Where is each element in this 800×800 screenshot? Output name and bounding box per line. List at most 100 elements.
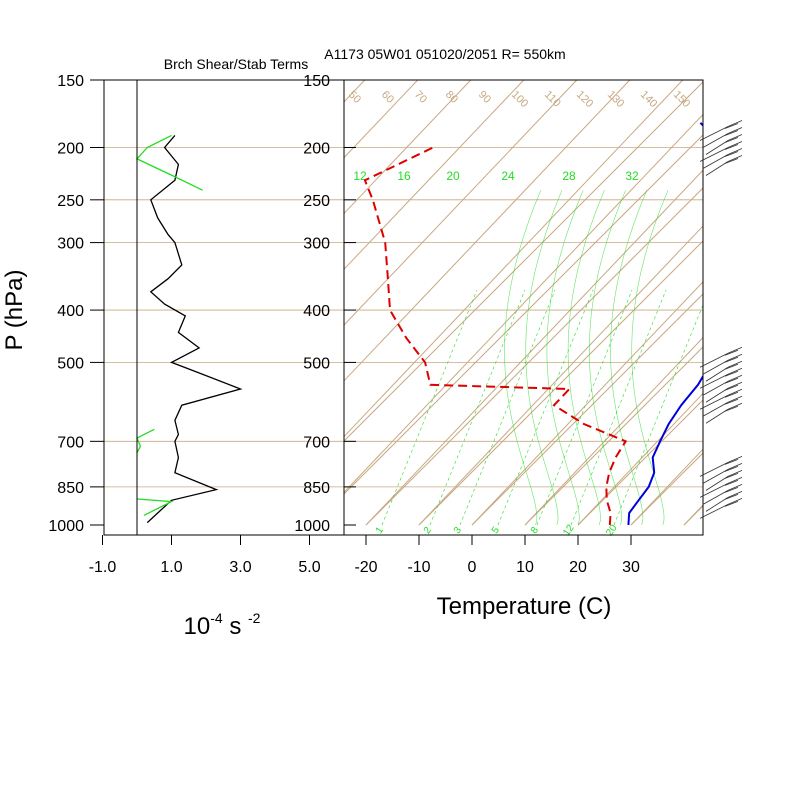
isotherm-line [344, 80, 578, 326]
wind-barb-flag [724, 466, 739, 472]
wind-barb-flag [727, 141, 743, 148]
wind-barb-staff [702, 359, 729, 375]
pressure-tick-label: 700 [303, 434, 330, 451]
moist-adiabat-line [567, 190, 605, 526]
wind-barb-flag [727, 381, 743, 389]
wind-barb-flag [727, 484, 743, 491]
wind-barb-flag [724, 356, 739, 363]
wind-barb-staff [699, 373, 729, 389]
wind-barb-flag [727, 498, 743, 505]
moist-adiabat-line [504, 190, 542, 526]
wind-barb [702, 374, 743, 396]
left-panel-title: Brch Shear/Stab Terms [164, 56, 308, 72]
wind-barb-flag [724, 487, 739, 493]
pressure-tick-label: 150 [57, 73, 84, 90]
dry-adiabat-label: 110 [542, 89, 563, 110]
dry-adiabat-line [365, 187, 703, 526]
isotherm-line [344, 80, 525, 270]
dry-adiabat-line [344, 81, 703, 442]
pressure-tick-label: 500 [303, 355, 330, 372]
wind-barb [705, 360, 743, 382]
dry-adiabat-label: 90 [476, 89, 493, 106]
right-panel-title: A1173 05W01 051020/2051 R= 550km [324, 46, 565, 62]
wind-barb-flag [724, 130, 739, 136]
temperature-tick-label: -20 [354, 559, 377, 576]
wind-barb [699, 367, 743, 389]
wind-barb [705, 381, 743, 403]
isobar-grid [104, 147, 703, 488]
isotherm-line [0, 80, 312, 525]
temperature-axis-label: Temperature (C) [437, 593, 612, 620]
dry-adiabat-line [630, 452, 703, 526]
mixing-ratio-label: 8 [529, 525, 541, 536]
pressure-tick-label: 400 [57, 303, 84, 320]
wind-barb-staff [702, 154, 729, 169]
pressure-tick-label: 200 [57, 140, 84, 157]
left-x-tick-label: 3.0 [229, 559, 251, 576]
wind-barb [699, 120, 743, 141]
mixing-ratio-line [497, 289, 594, 526]
wind-barb-flag [727, 127, 743, 134]
moist-adiabat-label: 28 [562, 169, 576, 183]
moist-adiabat-line [631, 190, 669, 526]
wind-barb [699, 477, 743, 498]
mixing-ratio-label: 12 [561, 522, 577, 538]
wind-barb-flag [727, 367, 743, 375]
wind-barb-flag [727, 148, 743, 155]
temperature-tick-label: 0 [468, 559, 477, 576]
wind-barb-flag [724, 480, 739, 486]
isotherm-line [344, 80, 684, 438]
wind-barb-flag [727, 402, 743, 410]
wind-barb [699, 346, 743, 368]
wind-barb-staff [699, 483, 729, 498]
wind-barb-flag [724, 377, 739, 384]
isotherm-line [524, 336, 703, 526]
wind-barb-flag [727, 155, 743, 162]
wind-barb [702, 395, 743, 417]
wind-barb [705, 402, 743, 424]
dry-adiabat-line [344, 134, 703, 495]
pressure-tick-label: 300 [57, 236, 84, 253]
isotherm-line [365, 169, 703, 526]
wind-barb-staff [699, 504, 729, 519]
wind-barb-staff [702, 133, 729, 148]
temperature-tick-label: -10 [407, 559, 430, 576]
wind-barb-flag [727, 470, 743, 477]
moist-adiabat-label: 12 [353, 169, 367, 183]
isotherm-line [630, 448, 703, 526]
moist-adiabat-line [525, 190, 563, 526]
pressure-tick-label: 1000 [48, 518, 84, 535]
mixing-ratio-label: 20 [604, 522, 620, 538]
wind-barb [702, 353, 743, 375]
moist-adiabat-label: 20 [446, 169, 460, 183]
wind-barb-staff [705, 387, 729, 403]
dry-adiabat-line [471, 293, 703, 526]
wind-barb [705, 155, 743, 176]
wind-barbs [699, 120, 743, 519]
wind-barb-staff [699, 147, 729, 162]
temperature-tick-label: 20 [569, 559, 587, 576]
wind-barb-flag [727, 353, 743, 361]
isotherm-line [344, 113, 703, 494]
dry-adiabat-label: 80 [443, 89, 460, 106]
wind-barb-flag [724, 158, 739, 164]
wind-barb [705, 491, 743, 512]
wind-barb-flag [727, 360, 743, 368]
dry-adiabat-line [737, 55, 800, 525]
wind-barb-staff [699, 126, 729, 141]
pressure-tick-label: 250 [57, 193, 84, 210]
wind-barb [699, 498, 743, 519]
mixing-ratio-label: 2 [422, 525, 434, 536]
wind-barb-flag [724, 123, 739, 129]
mixing-ratio-line [570, 289, 667, 526]
wind-barb [702, 484, 743, 505]
wind-barb-flag [727, 120, 743, 127]
wind-barb-flag [727, 463, 743, 470]
pressure-tick-label: 700 [57, 434, 84, 451]
wind-barb-flag [724, 473, 739, 479]
wind-barb-flag [727, 456, 743, 463]
moist-adiabat-label: 16 [397, 169, 411, 183]
skewt-profiles [363, 122, 703, 526]
dry-adiabat-label: 130 [605, 89, 626, 110]
